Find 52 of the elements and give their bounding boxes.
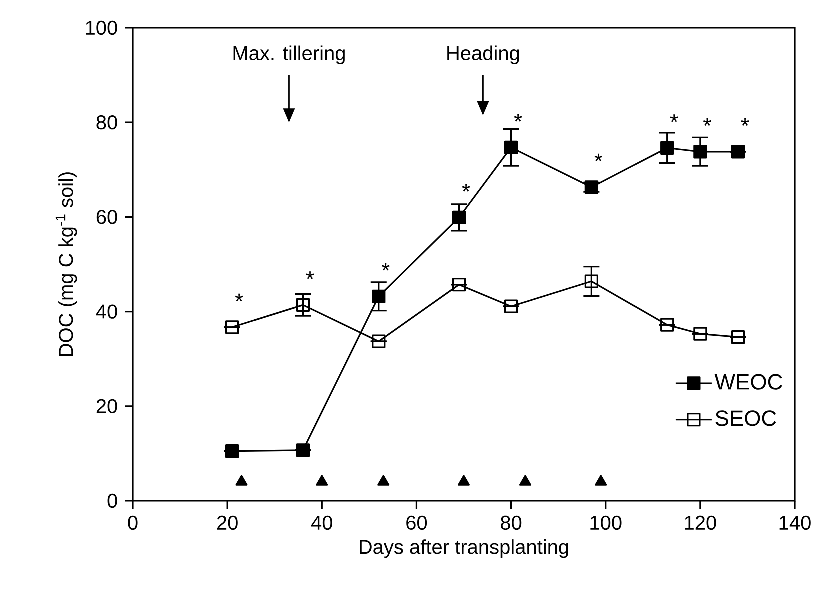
annotation: * — [704, 118, 712, 126]
point — [731, 330, 746, 344]
y-tick-label: 20 — [96, 399, 118, 414]
point — [731, 145, 746, 159]
point — [694, 327, 708, 341]
annotation: Heading — [448, 46, 520, 64]
x-tick-label: 100 — [590, 516, 622, 530]
point — [452, 210, 466, 224]
x-tick-label: 20 — [217, 516, 238, 530]
x-tick-label: 0 — [128, 516, 138, 530]
point — [316, 475, 328, 486]
point — [504, 300, 518, 314]
legend-label: WEOC — [714, 374, 782, 390]
y-tick-label: 60 — [96, 210, 118, 224]
legend-label: SEOC — [716, 410, 776, 426]
point — [236, 475, 248, 486]
point — [694, 145, 708, 159]
annotation: * — [462, 184, 470, 192]
point — [296, 444, 310, 458]
point — [595, 475, 608, 486]
annotation: * — [594, 154, 603, 162]
x-tick-label: 40 — [311, 516, 332, 530]
x-tick-label: 120 — [685, 516, 716, 530]
y-tick-label: 40 — [96, 304, 118, 319]
annotation: * — [306, 272, 314, 280]
point — [504, 140, 518, 154]
point — [584, 274, 598, 288]
x-tick-label: 80 — [501, 516, 522, 530]
annotation: * — [670, 114, 678, 122]
x-axis-title: Days after transplanting — [360, 540, 568, 558]
point — [372, 290, 386, 304]
point — [378, 475, 390, 486]
y-tick-label: 0 — [108, 494, 118, 508]
annotation: * — [235, 294, 244, 302]
annotation: Max. tillering — [234, 46, 345, 64]
x-tick-label: 60 — [406, 516, 428, 530]
point — [660, 141, 674, 155]
y-tick-label: 80 — [96, 116, 118, 130]
annotation: * — [382, 263, 390, 271]
point — [372, 334, 386, 348]
point — [519, 475, 532, 486]
point — [296, 298, 310, 312]
y-tick-label: 100 — [86, 20, 118, 36]
y-axis-title: DOC (mg C kg$^{-1}$ soil) — [56, 172, 78, 356]
annotation: * — [741, 118, 750, 126]
point — [226, 320, 240, 334]
annotation: * — [514, 114, 522, 122]
x-tick-label: 140 — [780, 516, 811, 530]
point — [458, 475, 470, 486]
point — [226, 444, 240, 458]
point — [660, 318, 674, 332]
point — [452, 278, 466, 292]
